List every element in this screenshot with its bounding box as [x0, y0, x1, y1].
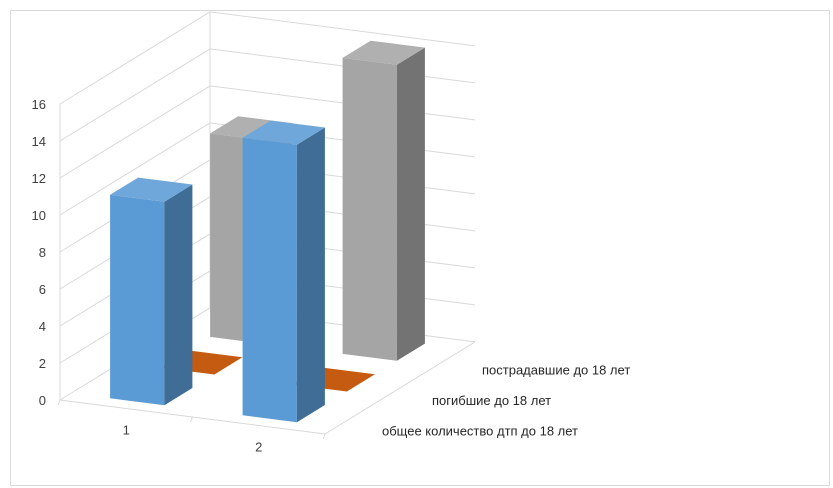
series-label: погибшие до 18 лет [432, 393, 551, 408]
x-tick-mark [57, 399, 61, 406]
y-tick-label: 8 [39, 245, 46, 260]
bar-side-face [164, 184, 193, 406]
y-tick-label: 16 [32, 97, 46, 112]
bar-side-face [296, 127, 325, 423]
x-tick-mark [322, 433, 326, 440]
y-tick-label: 12 [32, 171, 46, 186]
x-tick-label: 2 [255, 440, 262, 455]
y-tick-label: 10 [32, 208, 46, 223]
depth-axis-line [324, 341, 476, 435]
bar [342, 40, 425, 361]
bar-front-face [242, 137, 297, 423]
x-tick-mark [190, 416, 193, 423]
series-label: общее количество дтп до 18 лет [382, 424, 578, 439]
y-tick-label: 14 [32, 134, 46, 149]
bar-front-face [342, 57, 397, 361]
bar-top-face [110, 177, 193, 202]
x-tick-label: 1 [123, 423, 130, 438]
y-tick-label: 6 [39, 282, 46, 297]
x-axis-labels: 12 [123, 423, 263, 455]
gridline [59, 11, 476, 105]
bar-top-face [342, 40, 425, 65]
y-axis-labels: 0 2 4 6 8 10 12 14 16 [32, 97, 46, 408]
y-tick-label: 2 [39, 356, 46, 371]
bar [242, 120, 325, 423]
bar [110, 177, 193, 406]
bar-front-face [110, 194, 165, 406]
chart-bars [110, 40, 425, 423]
depth-axis-labels: общее количество дтп до 18 лет погибшие д… [382, 362, 630, 438]
bar-top-face [242, 120, 325, 145]
series-label: пострадавшие до 18 лет [482, 362, 630, 377]
y-tick-label: 4 [39, 319, 46, 334]
y-tick-label: 0 [39, 393, 46, 408]
bar-side-face [396, 47, 425, 361]
